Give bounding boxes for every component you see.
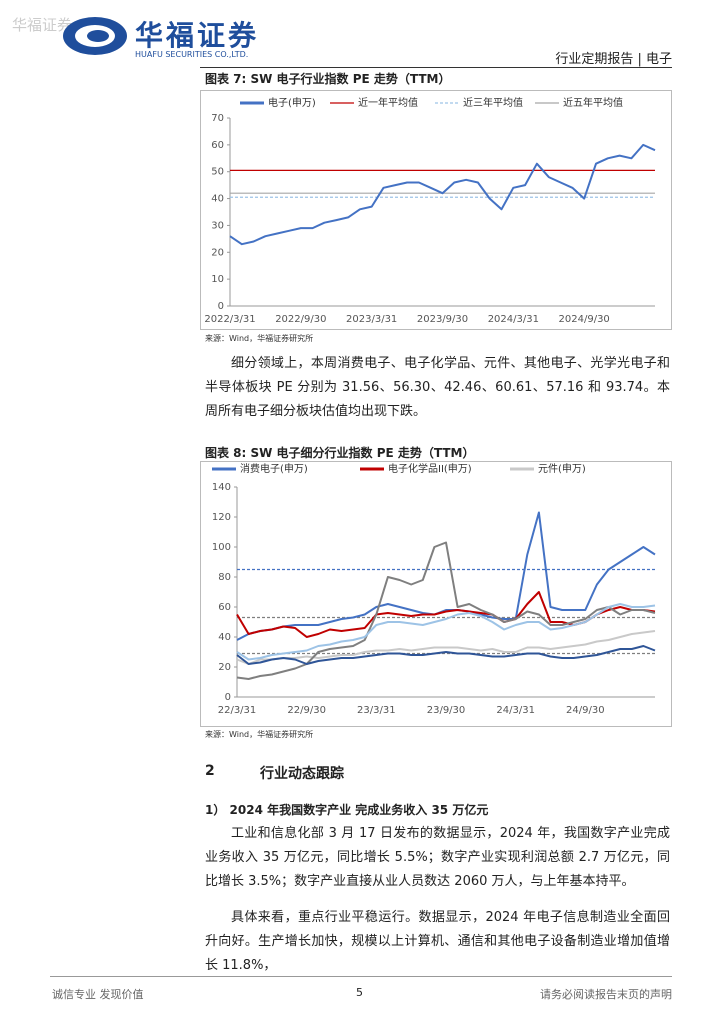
paragraph: 工业和信息化部 3 月 17 日发布的数据显示，2024 年，我国数字产业完成业… xyxy=(205,826,670,889)
y-tick-label: 140 xyxy=(212,482,231,493)
paragraph: 具体来看，重点行业平稳运行。数据显示，2024 年电子信息制造业全面回升向好。生… xyxy=(205,910,670,973)
legend-label: 电子化学品II(申万) xyxy=(388,462,472,475)
legend-label: 消费电子(申万) xyxy=(240,462,308,475)
y-tick-label: 20 xyxy=(211,247,224,258)
header-rule xyxy=(200,67,672,68)
x-tick-label: 2024/9/30 xyxy=(559,314,610,325)
series-line xyxy=(229,143,656,246)
legend-label: 元件(申万) xyxy=(538,462,586,475)
y-tick-label: 20 xyxy=(218,662,231,673)
x-tick-label: 24/3/31 xyxy=(496,705,535,716)
chart: 0 10 20 30 40 50 60 70 2022/3/31 2022/9/30 2023/3/… xyxy=(200,90,672,330)
section-title: 行业动态跟踪 xyxy=(260,766,344,782)
x-tick-label: 22/3/31 xyxy=(218,705,257,716)
source: 来源：Wind，华福证券研究所 xyxy=(205,730,314,739)
y-tick-label: 50 xyxy=(211,167,224,178)
x-tick-label: 23/3/31 xyxy=(357,705,396,716)
x-tick-label: 22/9/30 xyxy=(287,705,326,716)
logo-en: HUAFU SECURITIES CO.,LTD. xyxy=(135,50,249,59)
chart: 0 20 40 60 80 100 120 140 22/3/31 22/9/30 23/3/31 2… xyxy=(200,461,672,727)
y-tick-label: 120 xyxy=(212,512,231,523)
y-tick-label: 60 xyxy=(211,140,224,151)
legend-label: 近一年平均值 xyxy=(358,96,418,109)
report-type: 行业定期报告 | 电子 xyxy=(555,52,672,67)
y-tick-label: 40 xyxy=(211,194,224,205)
y-tick-label: 70 xyxy=(211,113,224,124)
x-tick-label: 2022/9/30 xyxy=(275,314,326,325)
page-number: 5 xyxy=(356,986,363,999)
footer-rule xyxy=(50,976,672,977)
figure-title: 图表 7: SW 电子行业指数 PE 走势（TTM） xyxy=(205,72,451,86)
figure-title: 图表 8: SW 电子细分行业指数 PE 走势（TTM） xyxy=(205,446,475,460)
y-tick-label: 0 xyxy=(225,692,231,703)
footer-right: 请务必阅读报告末页的声明 xyxy=(540,988,672,1001)
watermark: 华福证券 xyxy=(12,16,73,34)
x-tick-label: 2023/3/31 xyxy=(346,314,397,325)
y-tick-label: 30 xyxy=(211,220,224,231)
y-tick-label: 40 xyxy=(218,632,231,643)
legend-label: 电子(申万) xyxy=(268,96,316,109)
x-tick-label: 24/9/30 xyxy=(566,705,605,716)
x-tick-label: 2023/9/30 xyxy=(417,314,468,325)
y-tick-label: 60 xyxy=(218,602,231,613)
legend-label: 近五年平均值 xyxy=(563,96,623,109)
y-tick-label: 0 xyxy=(218,301,224,312)
section-number: 2 xyxy=(205,763,215,779)
y-tick-label: 10 xyxy=(211,274,224,285)
x-tick-label: 2022/3/31 xyxy=(204,314,255,325)
legend-label: 近三年平均值 xyxy=(463,96,523,109)
series-line xyxy=(236,603,656,661)
y-tick-label: 100 xyxy=(212,542,231,553)
logo-icon xyxy=(63,17,127,55)
series-line xyxy=(236,511,656,641)
footer-left: 诚信专业 发现价值 xyxy=(52,988,144,1001)
y-tick-label: 80 xyxy=(218,572,231,583)
series-line xyxy=(236,645,656,665)
subsection-title: 1） 2024 年我国数字产业 完成业务收入 35 万亿元 xyxy=(205,803,489,817)
paragraph: 细分领域上，本周消费电子、电子化学品、元件、其他电子、光学光电子和半导体板块 P… xyxy=(205,356,670,419)
source: 来源：Wind，华福证券研究所 xyxy=(205,334,314,343)
x-tick-label: 23/9/30 xyxy=(427,705,466,716)
x-tick-label: 2024/3/31 xyxy=(488,314,539,325)
logo-cn: 华福证券 xyxy=(135,19,260,52)
series-line xyxy=(236,630,656,665)
